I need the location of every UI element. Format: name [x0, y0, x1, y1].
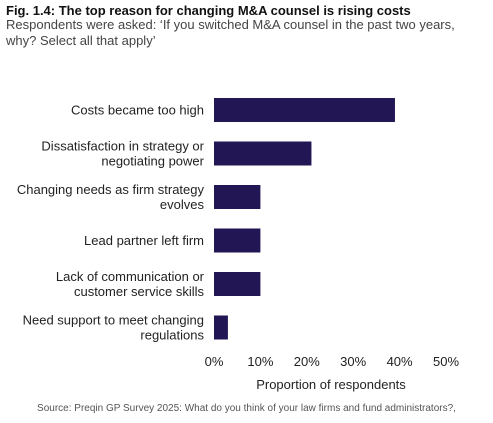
category-label: Dissatisfaction in strategy or negotiatin…	[41, 139, 204, 169]
bar	[214, 315, 228, 340]
x-tick-label: 0%	[205, 354, 224, 369]
category-label: Lead partner left firm	[84, 233, 204, 248]
x-tick-label: 10%	[247, 354, 273, 369]
chart-title: Fig. 1.4: The top reason for changing M&…	[6, 3, 411, 18]
source-note: Source: Preqin GP Survey 2025: What do y…	[37, 403, 456, 414]
category-label: Need support to meet changing regulations	[23, 313, 205, 343]
x-tick-label: 50%	[433, 354, 459, 369]
category-label: Changing needs as firm strategy evolves	[17, 182, 205, 212]
category-label: Lack of communication or customer service…	[56, 269, 205, 299]
x-tick-label: 40%	[387, 354, 413, 369]
x-axis-label: Proportion of respondents	[256, 377, 406, 392]
bar	[214, 185, 261, 209]
bar	[214, 141, 312, 166]
bar	[214, 228, 261, 253]
bars-layer	[214, 98, 395, 340]
category-labels: Costs became too high Dissatisfaction in …	[17, 103, 205, 343]
x-axis-ticks: 0% 10% 20% 30% 40% 50%	[205, 354, 460, 369]
bar	[214, 98, 395, 122]
x-tick-label: 20%	[294, 354, 320, 369]
chart-subtitle: Respondents were asked: ‘If you switched…	[6, 17, 455, 48]
category-label: Costs became too high	[71, 103, 204, 118]
x-tick-label: 30%	[340, 354, 366, 369]
bar	[214, 272, 261, 296]
